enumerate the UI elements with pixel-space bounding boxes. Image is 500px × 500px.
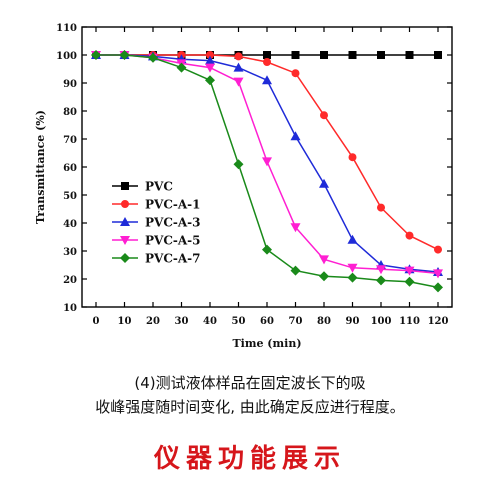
data-point-pvc-a-5 [404,266,415,276]
data-point-pvc-a-1 [434,245,442,254]
x-tick-label: 0 [93,316,100,327]
x-axis-label: Time (min) [232,337,301,350]
data-point-pvc [263,51,271,59]
x-tick-label: 40 [203,316,217,327]
data-point-pvc-a-5 [262,157,272,167]
legend-label: PVC [145,180,173,194]
feature-banner-title: 仪器功能展示 [153,444,346,474]
data-point-pvc-a-5 [347,263,358,273]
plot-frame [81,26,453,308]
transmittance-chart: 0 10 20 30 40 50 60 70 80 90 100 110 120 10 20 30 40 50 60… [34,23,453,350]
legend-marker [121,200,129,208]
data-point-pvc-a-5 [319,255,329,265]
y-tick-label: 10 [63,303,77,314]
data-point-pvc [434,51,442,59]
data-point-pvc-a-7 [205,75,215,86]
x-tick-label: 90 [346,316,360,327]
data-point-pvc-a-3 [347,234,358,244]
data-point-pvc [377,51,385,59]
x-tick-label: 70 [289,316,303,327]
legend-marker [120,217,130,226]
data-point-pvc-a-7 [404,276,415,287]
x-tick-label: 120 [428,316,449,327]
legend-label: PVC-A-5 [145,234,201,248]
data-point-pvc-a-1 [234,52,243,61]
data-point-pvc-a-1 [377,203,385,212]
data-point-pvc-a-1 [348,153,357,162]
y-tick-label: 70 [63,135,77,146]
data-point-pvc-a-5 [290,223,301,233]
x-tick-label: 10 [118,316,132,327]
data-point-pvc-a-7 [376,275,386,286]
data-point-pvc-a-3 [290,131,301,141]
data-point-pvc-a-5 [205,63,215,73]
data-point-pvc-a-7 [119,50,130,60]
data-point-pvc-a-3 [319,178,329,188]
data-point-pvc-a-1 [405,231,414,240]
data-point-pvc-a-3 [205,55,215,65]
data-point-pvc-a-7 [91,50,101,60]
chart-svg: 0 10 20 30 40 50 60 70 80 90 100 110 120 10 20 30 40 50 60… [34,23,453,350]
data-point-pvc [320,51,328,59]
data-point-pvc [348,51,357,59]
data-point-pvc-a-1 [320,111,328,120]
data-point-pvc-a-1 [263,58,271,66]
data-point-pvc-a-1 [291,69,300,78]
data-point-pvc-a-3 [233,62,244,72]
y-tick-label: 60 [63,163,77,174]
data-point-pvc [405,51,414,59]
y-tick-label: 50 [63,191,77,202]
y-tick-label: 30 [63,247,77,258]
data-point-pvc-a-7 [262,244,272,255]
data-point-pvc-a-7 [433,282,443,293]
legend-label: PVC-A-7 [145,252,201,266]
data-point-pvc-a-5 [233,77,244,87]
x-tick-label: 110 [399,316,420,327]
y-tick-label: 110 [56,23,77,34]
y-tick-label: 40 [63,219,77,230]
data-point-pvc-a-7 [319,271,329,282]
y-tick-label: 80 [63,107,77,118]
y-tick-label: 90 [63,79,77,90]
legend-label: PVC-A-3 [145,216,201,230]
data-point-pvc-a-7 [176,62,187,73]
data-point-pvc-a-7 [148,52,158,63]
data-point-pvc-a-1 [206,51,214,59]
x-tick-label: 60 [260,316,274,327]
y-axis-label: Transmittance (%) [34,110,47,224]
legend-marker [120,253,130,263]
data-point-pvc-a-7 [233,159,244,170]
x-tick-label: 30 [175,316,189,327]
caption-line-2: 收峰强度随时间变化, 由此确定反应进行程度。 [95,398,405,416]
data-point-pvc [291,51,300,59]
legend-marker [121,182,129,190]
caption-line-1: (4)测试液体样品在固定波长下的吸 [134,374,366,392]
legend-label: PVC-A-1 [145,198,201,212]
x-tick-label: 50 [232,316,246,327]
x-tick-label: 80 [317,316,331,327]
x-tick-label: 20 [146,316,160,327]
data-point-pvc-a-7 [347,272,358,283]
y-tick-label: 20 [63,275,77,286]
legend-marker [120,236,130,245]
y-tick-label: 100 [56,51,77,62]
x-tick-label: 100 [371,316,392,327]
data-point-pvc-a-3 [262,75,272,85]
data-point-pvc-a-7 [290,265,301,276]
data-point-pvc-a-5 [376,265,386,275]
data-point-pvc-a-5 [433,269,443,279]
